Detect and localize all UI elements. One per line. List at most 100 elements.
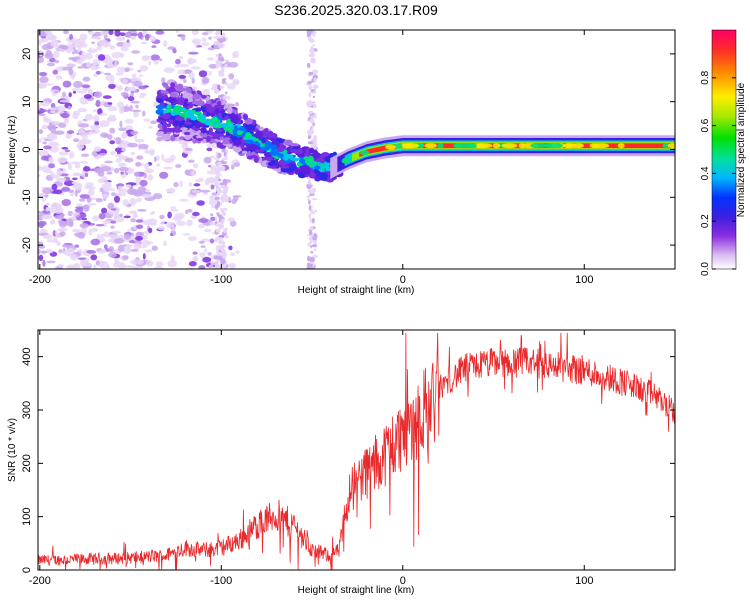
spectrogram-node <box>589 143 600 149</box>
spectrogram-blob <box>198 240 205 244</box>
spectrogram-blob <box>211 192 219 196</box>
spectrogram-blob <box>41 44 52 51</box>
spectrogram-blob <box>170 206 177 210</box>
spectrogram-blob <box>90 128 100 134</box>
spectrogram-blob <box>152 193 163 200</box>
spectrogram-stripe-blob <box>314 232 317 239</box>
spectrogram-blob <box>83 166 91 172</box>
spectrogram-trace-blob <box>233 139 242 146</box>
spectrogram-node <box>662 143 670 149</box>
spectrogram-blob <box>96 37 101 40</box>
spectrogram-blob <box>72 90 77 94</box>
spectrogram-stripe-blob <box>312 91 317 94</box>
spectrogram-blob <box>130 151 136 156</box>
spectrogram-blob <box>184 169 190 176</box>
spectrogram-trace-blob <box>201 94 207 99</box>
spectrogram-blob <box>227 217 235 222</box>
spectrogram-blob <box>179 180 183 188</box>
spectrogram-stripe-blob <box>311 124 314 128</box>
spectrogram-blob <box>44 194 49 198</box>
spectrogram-blob <box>226 96 231 100</box>
spectrogram-blob <box>38 113 46 117</box>
spectrogram-stripe-blob <box>214 196 218 200</box>
spectrogram-blob <box>105 181 111 185</box>
spectrogram-blob <box>70 38 81 44</box>
spectrogram-stripe-blob <box>216 63 219 69</box>
spectrogram-blob <box>110 192 117 196</box>
colorbar: 0.0 0.2 0.4 0.6 0.8 Normalized spectral ampl… <box>700 29 747 276</box>
spectrogram-blob <box>64 149 71 153</box>
snr-x-tick-label: 100 <box>575 575 593 587</box>
spectrogram-blob <box>38 109 48 113</box>
spectrogram-blob <box>67 130 75 135</box>
spectrogram-blob <box>142 110 146 117</box>
spectrogram-stripe-blob <box>215 84 218 90</box>
spectrogram-blob <box>42 259 46 267</box>
spectrogram-trace-blob <box>211 136 220 140</box>
spectrogram-blob <box>175 30 180 34</box>
spectrogram-trace-blob <box>226 103 232 108</box>
spectrogram-blob <box>107 106 118 112</box>
spectrogram-blob <box>190 66 201 70</box>
spectrogram-trace-blob <box>183 131 191 136</box>
spectrogram-blob <box>148 126 153 129</box>
spectrogram-blob <box>86 61 91 68</box>
spectrogram-trace-blob <box>166 104 172 112</box>
spectrogram-blob <box>101 176 108 183</box>
spectrogram-blob <box>117 85 123 91</box>
spectrogram-blob <box>161 153 165 161</box>
spectrogram-trace-blob <box>180 112 187 116</box>
spectrogram-blob <box>93 264 97 269</box>
spectrogram-blob <box>202 192 208 195</box>
spectrogram-stripe-blob <box>214 40 218 46</box>
spectrogram-blob <box>134 138 145 143</box>
spectrogram-blob <box>141 55 149 62</box>
spectrogram-blob <box>90 124 101 130</box>
spectrogram-blob <box>102 220 108 228</box>
spectrogram-blob <box>188 261 197 267</box>
spectrogram-trace-blob <box>262 156 268 160</box>
spectrogram-blob <box>46 260 56 264</box>
spectrogram-blob <box>87 48 99 53</box>
spectrogram-trace-blob <box>245 124 256 131</box>
spectrogram-blob <box>47 133 58 141</box>
spectrogram-blob <box>129 93 134 97</box>
spectrogram-blob <box>100 132 109 138</box>
spectrogram-node <box>667 143 675 149</box>
spectrogram-blob <box>120 91 128 97</box>
spectrogram-blob <box>200 245 206 248</box>
spectrogram-blob <box>111 51 123 59</box>
spectrogram-blob <box>127 96 135 102</box>
spectrogram-trace-blob <box>163 109 168 115</box>
spectrogram-trace-blob <box>299 158 306 164</box>
spectrogram-blob <box>49 57 56 63</box>
spectrogram-trace-blob <box>307 155 314 163</box>
spectrogram-trace-blob <box>161 133 171 141</box>
spectrogram-trace-blob <box>208 127 213 133</box>
spectrogram-blob <box>124 157 134 163</box>
spectrogram-stripe-blob <box>218 190 224 193</box>
spectrogram-blob <box>140 41 148 45</box>
spectrogram-blob <box>72 183 83 191</box>
spectrogram-blob <box>160 221 165 225</box>
spectrogram-blob <box>131 73 137 78</box>
spectrogram-trace-blob <box>277 146 285 153</box>
spectrogram-blob <box>135 236 143 241</box>
spectrogram-blob <box>119 120 123 128</box>
colorbar-tick-label: 0.6 <box>700 118 711 132</box>
spectrogram-blob <box>127 62 134 66</box>
spectrogram-blob <box>40 250 48 254</box>
spectrogram-blob <box>117 244 125 252</box>
spectrogram-blob <box>61 186 71 192</box>
spectrogram-blob <box>202 88 210 92</box>
spectrogram-blob <box>148 227 153 233</box>
spectrogram-blob <box>192 251 198 255</box>
spectrogram-trace-blob <box>241 150 248 154</box>
spectrogram-trace-blob <box>157 123 163 129</box>
spectrogram-trace-blob <box>199 114 207 120</box>
spectrogram-blob <box>87 189 95 197</box>
spectrogram-blob <box>235 250 240 254</box>
spectrogram-stripe-blob <box>306 31 312 37</box>
spectrogram-blob <box>130 248 139 252</box>
spectrogram-blob <box>127 142 139 148</box>
